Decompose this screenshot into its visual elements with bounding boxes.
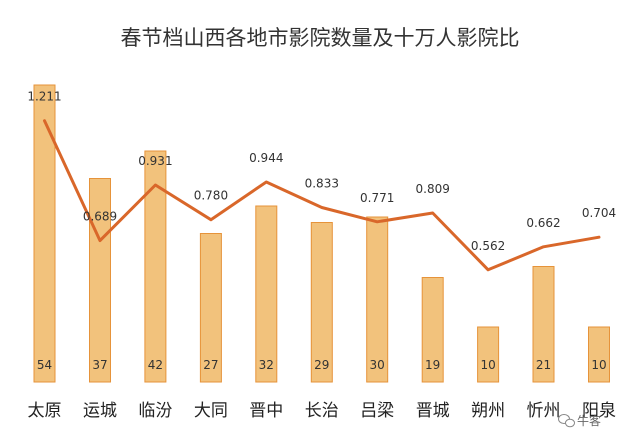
bar-朔州 (477, 326, 500, 383)
line-value-label: 0.689 (83, 210, 117, 224)
line-value-label: 1.211 (27, 90, 61, 104)
line-series (43, 119, 601, 272)
chart-title: 春节档山西各地市影院数量及十万人影院比 (121, 26, 520, 50)
bar-value-label: 54 (37, 358, 52, 372)
category-label: 太原 (28, 401, 62, 421)
line-value-label: 0.704 (582, 206, 616, 220)
bar-value-label: 27 (203, 358, 218, 372)
line-value-label: 0.780 (194, 189, 228, 203)
bar-value-label: 19 (425, 358, 440, 372)
bar-value-label: 10 (591, 358, 606, 372)
bar-value-label: 21 (536, 358, 551, 372)
category-label: 吕梁 (360, 401, 394, 421)
line-value-label: 0.662 (526, 216, 560, 230)
category-label: 阳泉 (582, 401, 616, 421)
category-label: 忻州 (527, 401, 561, 421)
category-label: 晋城 (416, 401, 450, 421)
bar-value-label: 29 (314, 358, 329, 372)
line-value-label: 0.809 (416, 182, 450, 196)
line-value-label: 0.562 (471, 239, 505, 253)
bar-value-label: 10 (480, 358, 495, 372)
line-value-label: 0.931 (138, 154, 172, 168)
bar-value-label: 30 (370, 358, 385, 372)
label-layer: 54 太原 1.211 37 运城 0.689 42 临汾 0.931 27 大同 0.780 32 晋中… (27, 90, 616, 421)
line-value-label: 0.771 (360, 191, 394, 205)
category-label: 临汾 (138, 401, 172, 421)
bar-临汾 (144, 150, 167, 383)
bar-长治 (310, 222, 333, 383)
category-label: 晋中 (249, 401, 283, 421)
category-label: 大同 (194, 401, 228, 421)
line-value-label: 0.833 (305, 177, 339, 191)
bar-value-label: 37 (92, 358, 107, 372)
bar-晋城 (421, 277, 444, 383)
category-label: 朔州 (471, 401, 505, 421)
category-label: 长治 (305, 401, 339, 421)
bar-value-label: 42 (148, 358, 163, 372)
bar-太原 (33, 84, 56, 383)
line-value-label: 0.944 (249, 151, 283, 165)
bar-吕梁 (366, 216, 389, 383)
bar-layer (33, 84, 610, 383)
line-layer (43, 119, 601, 272)
bar-晋中 (255, 205, 278, 383)
bar-阳泉 (588, 326, 610, 383)
bar-忻州 (532, 266, 555, 383)
bar-value-label: 32 (259, 358, 274, 372)
watermark-text: 牛客 (577, 413, 601, 428)
category-label: 运城 (83, 401, 117, 421)
wechat-icon (558, 414, 575, 428)
bar-大同 (199, 233, 222, 383)
watermark: 牛客 (558, 413, 601, 428)
